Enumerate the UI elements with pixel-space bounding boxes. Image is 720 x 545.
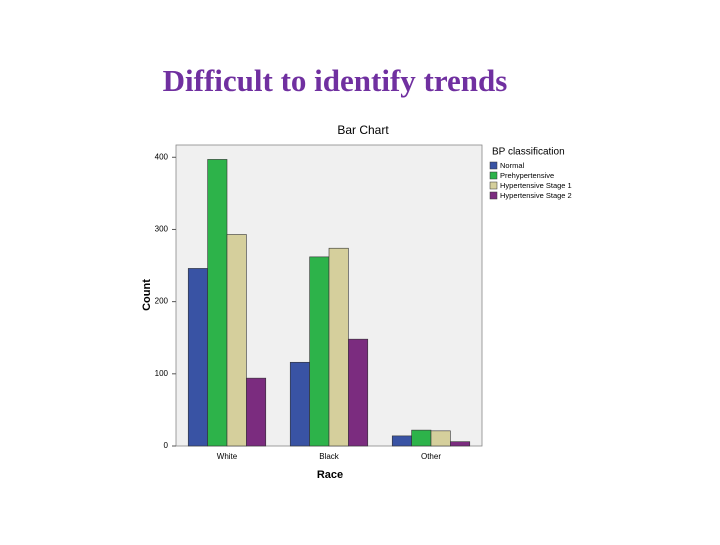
bar — [246, 377, 267, 447]
bar — [411, 429, 432, 447]
x-axis-label: Race — [317, 469, 343, 481]
legend-swatch — [489, 181, 498, 190]
slide-title: Difficult to identify trends — [163, 63, 508, 98]
bar — [348, 338, 369, 447]
bar — [309, 256, 330, 447]
bar — [430, 430, 451, 447]
legend-label: Normal — [500, 161, 525, 170]
legend-swatch — [489, 161, 498, 170]
bar — [328, 247, 349, 447]
legend-label: Hypertensive Stage 2 — [500, 191, 572, 200]
chart-title: Bar Chart — [337, 123, 389, 137]
bar — [391, 435, 412, 447]
y-tick-label: 100 — [155, 369, 169, 378]
bar — [289, 361, 310, 447]
y-axis-label: Count — [141, 279, 153, 311]
x-tick-label: Other — [421, 452, 441, 461]
y-tick-label: 0 — [164, 441, 169, 450]
y-tick-label: 300 — [155, 225, 169, 234]
legend-title: BP classification — [492, 147, 565, 158]
legend-swatch — [489, 191, 498, 200]
y-tick-label: 400 — [155, 152, 169, 161]
bar — [450, 441, 471, 447]
bar — [207, 159, 228, 447]
legend-label: Prehypertensive — [500, 171, 554, 180]
x-tick-label: White — [217, 452, 238, 461]
legend-label: Hypertensive Stage 1 — [500, 181, 572, 190]
x-tick-label: Black — [319, 452, 340, 461]
legend-swatch — [489, 171, 498, 180]
y-tick-label: 200 — [155, 297, 169, 306]
bar — [226, 234, 247, 447]
bar — [187, 268, 208, 447]
